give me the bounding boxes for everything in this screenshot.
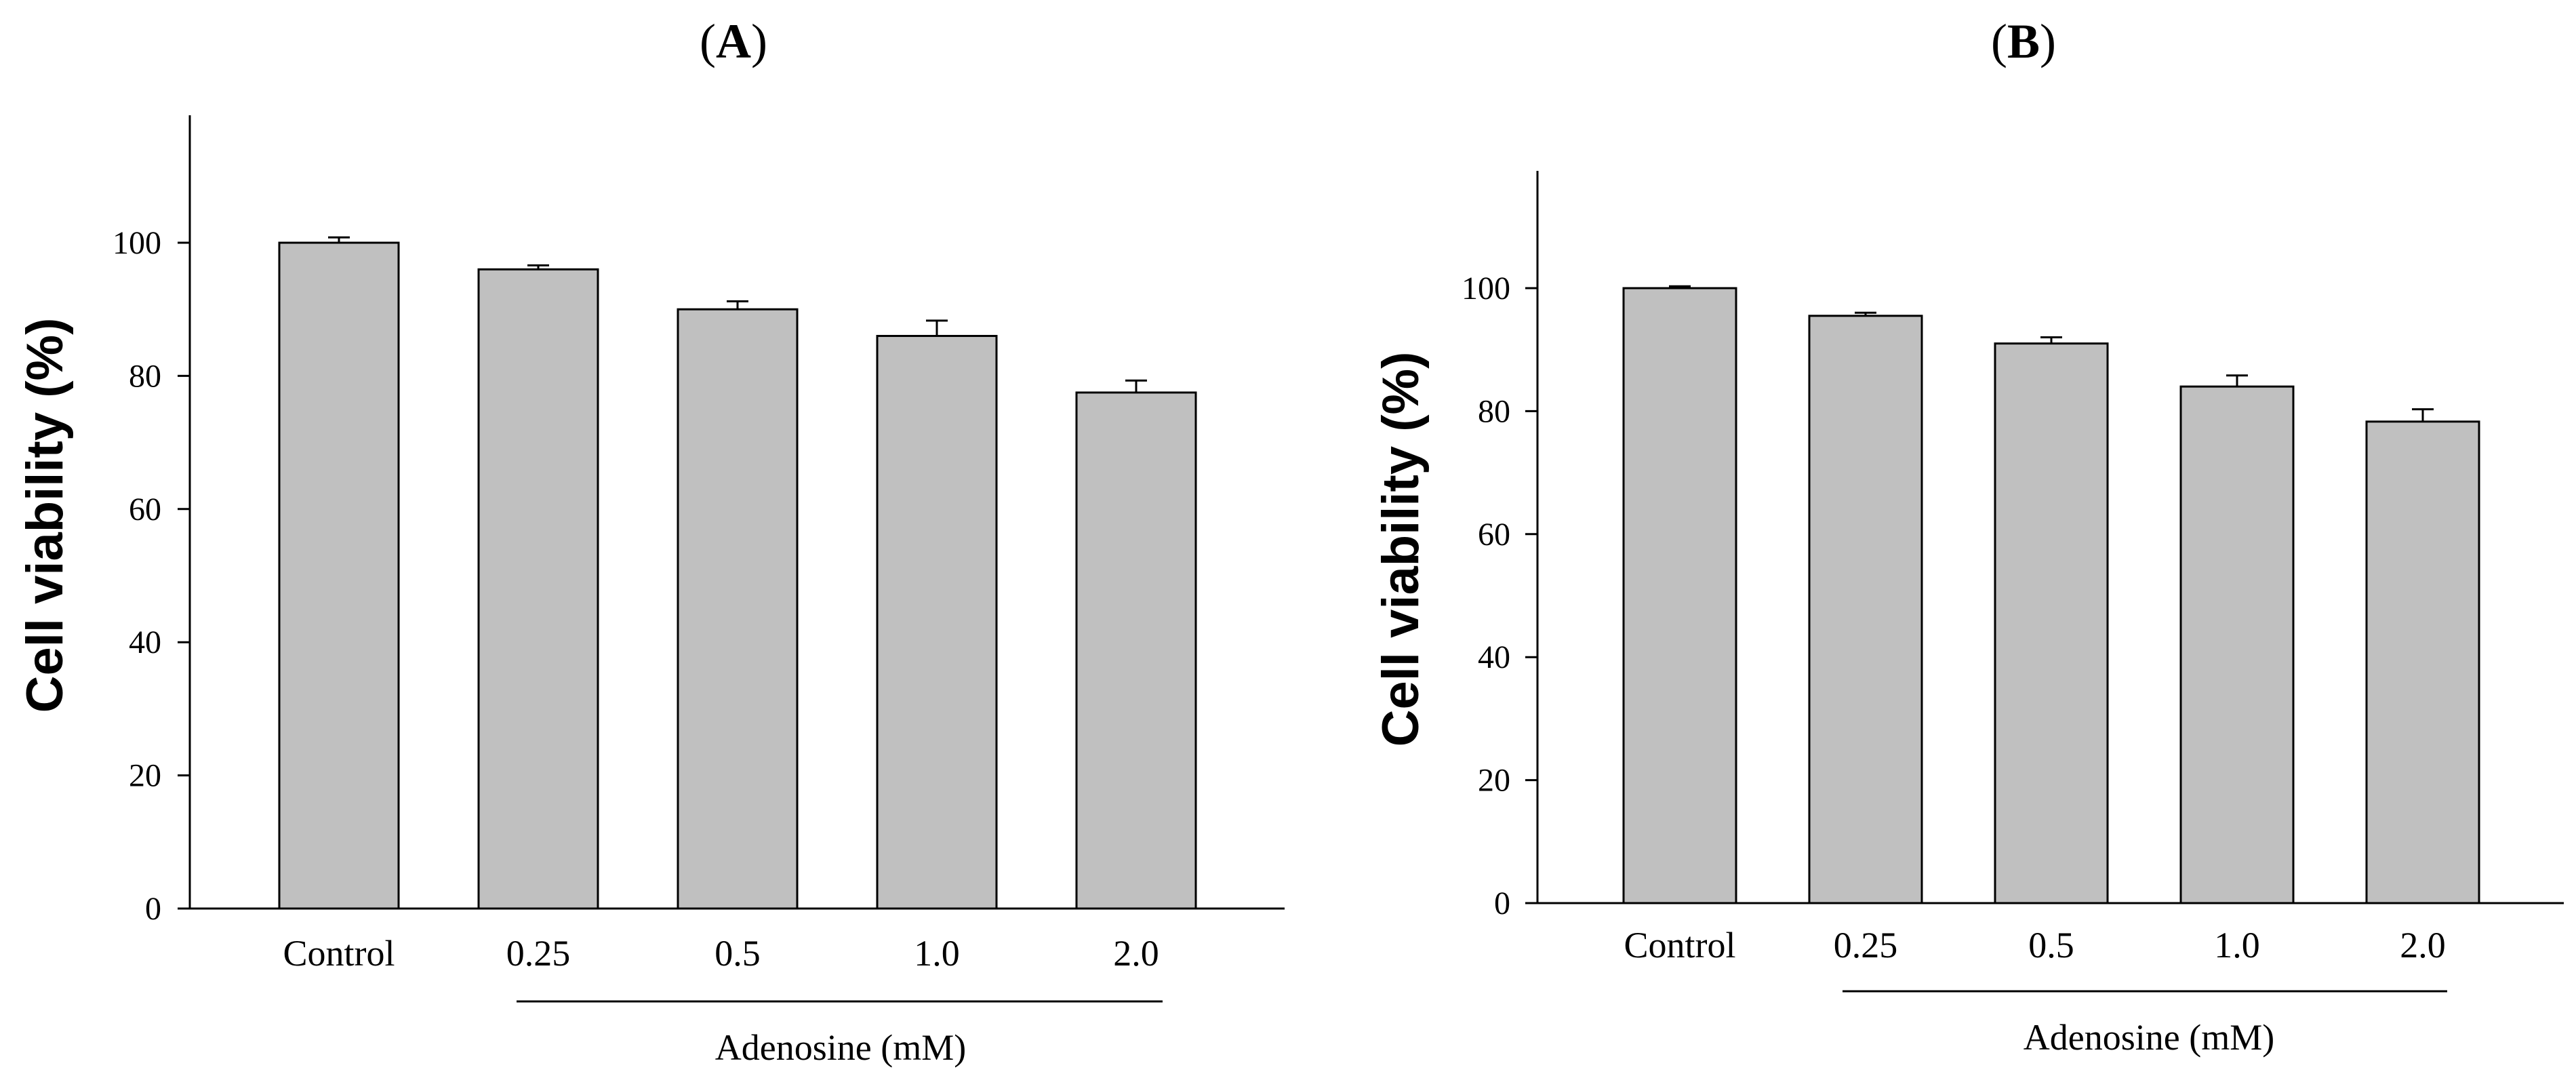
panel-b-error-bars	[1669, 285, 2434, 422]
panel-a-error-bar	[1125, 379, 1147, 393]
panel-a-title: (A)	[700, 14, 767, 68]
panel-a-x-tick-label: 0.25	[506, 933, 571, 974]
panel-a-y-tick-label: 40	[129, 624, 161, 660]
panel-b-bar-0-25	[1808, 315, 1923, 904]
panel-b-x-axis-title: Adenosine (mM)	[2024, 1017, 2274, 1058]
panel-a-bars	[278, 241, 1197, 910]
panel-a-bar-2-0	[1075, 391, 1197, 910]
panel-b-title-text: B	[2007, 14, 2040, 68]
panel-b-x-tick-label: 0.25	[1834, 925, 1898, 965]
panel-a-error-bar	[328, 236, 350, 243]
panel-b-error-bar	[1669, 285, 1691, 288]
panel-a-y-tick-label: 20	[129, 758, 161, 794]
panel-b-x-tick-labels: Control 0.25 0.5 1.0 2.0	[1624, 925, 2445, 965]
panel-b-x-tick-label: 2.0	[2400, 925, 2446, 965]
panel-b-bar-0-5	[1994, 342, 2109, 904]
panel-b: (B) Cell viability (%) 0 20 40 60 80 100 Cont…	[1372, 14, 2564, 1058]
panel-a-x-tick-labels: Control 0.25 0.5 1.0 2.0	[283, 933, 1159, 974]
panel-a-error-bar	[727, 300, 748, 310]
panel-a-error-bar	[527, 264, 549, 270]
panel-b-y-tick-label: 80	[1478, 393, 1510, 429]
panel-a-x-tick-label: 2.0	[1113, 933, 1159, 974]
panel-b-y-tick-label: 100	[1462, 271, 1510, 306]
panel-a-x-axis-title: Adenosine (mM)	[715, 1027, 966, 1068]
panel-a-y-axis-title: Cell viability (%)	[16, 318, 74, 713]
panel-a-error-bar	[926, 319, 948, 336]
panel-a-x-tick-label: 0.5	[715, 933, 761, 974]
panel-b-x-tick-label: Control	[1624, 925, 1735, 965]
panel-a-title-text: A	[716, 14, 751, 68]
panel-a-bar-control	[278, 241, 400, 910]
panel-a-y-tick-label: 60	[129, 492, 161, 527]
panel-a-y-tick-label: 0	[145, 891, 161, 927]
panel-b-x-tick-label: 0.5	[2028, 925, 2074, 965]
panel-a-bar-1-0	[876, 334, 998, 910]
panel-b-error-bar	[1855, 311, 1876, 316]
panel-b-y-tick-label: 20	[1478, 763, 1510, 799]
panel-a: (A) Cell viability (%) 0 20 40 60 80 100 Cont…	[16, 14, 1285, 1068]
panel-b-y-tick-label: 60	[1478, 517, 1510, 553]
panel-b-error-bar	[2226, 374, 2248, 387]
panel-a-y-tick-label: 100	[113, 225, 161, 261]
panel-a-x-tick-label: 1.0	[914, 933, 960, 974]
panel-b-y-axis-title: Cell viability (%)	[1372, 352, 1430, 747]
panel-b-y-tick-label: 0	[1494, 885, 1510, 921]
panel-b-bar-control	[1622, 287, 1737, 904]
panel-b-bars	[1622, 287, 2480, 904]
panel-a-y-tick-label: 80	[129, 358, 161, 394]
panel-b-y-tick-label: 40	[1478, 639, 1510, 675]
panel-b-bar-1-0	[2179, 385, 2295, 904]
panel-a-error-bars	[328, 236, 1147, 393]
panel-b-error-bar	[2040, 336, 2062, 344]
panel-b-error-bar	[2412, 408, 2434, 422]
panel-a-bar-0-5	[677, 308, 799, 910]
panel-b-x-tick-label: 1.0	[2214, 925, 2260, 965]
panel-b-title: (B)	[1991, 14, 2056, 68]
panel-a-x-tick-label: Control	[283, 933, 395, 974]
panel-a-bar-0-25	[477, 268, 599, 910]
panel-b-bar-2-0	[2365, 420, 2480, 904]
